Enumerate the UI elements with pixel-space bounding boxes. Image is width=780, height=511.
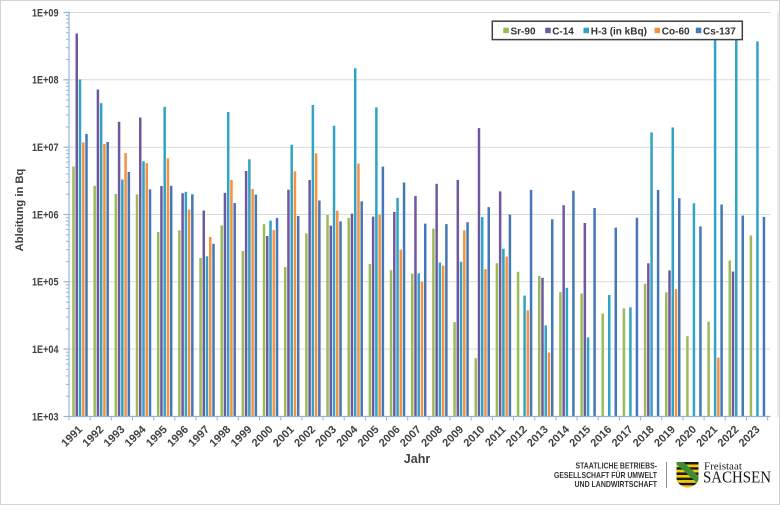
svg-text:Co-60: Co-60 <box>662 26 690 37</box>
svg-text:2017: 2017 <box>610 424 636 450</box>
svg-text:2022: 2022 <box>716 424 742 450</box>
svg-text:2003: 2003 <box>313 424 339 450</box>
svg-text:Freistaat: Freistaat <box>704 460 742 472</box>
svg-text:1996: 1996 <box>165 424 191 450</box>
svg-text:2007: 2007 <box>398 424 424 450</box>
svg-text:H-3 (in kBq): H-3 (in kBq) <box>591 26 647 37</box>
svg-text:Ableitung in Bq: Ableitung in Bq <box>14 169 26 252</box>
svg-text:Sr-90: Sr-90 <box>511 26 536 37</box>
svg-text:2021: 2021 <box>694 424 720 450</box>
svg-text:2015: 2015 <box>567 424 593 450</box>
svg-text:2016: 2016 <box>589 424 615 450</box>
svg-text:1992: 1992 <box>81 424 107 450</box>
svg-text:1999: 1999 <box>229 424 255 450</box>
svg-text:2004: 2004 <box>335 423 361 449</box>
svg-text:2011: 2011 <box>483 424 508 449</box>
svg-text:Jahr: Jahr <box>404 452 431 466</box>
svg-text:2020: 2020 <box>673 424 699 450</box>
svg-text:2001: 2001 <box>271 424 297 450</box>
svg-text:UND LANDWIRTSCHAFT: UND LANDWIRTSCHAFT <box>575 479 658 489</box>
svg-text:1997: 1997 <box>186 424 212 450</box>
svg-text:2002: 2002 <box>292 424 318 450</box>
svg-text:1993: 1993 <box>102 424 128 450</box>
svg-text:1E+06: 1E+06 <box>32 209 59 221</box>
svg-text:1E+05: 1E+05 <box>32 277 59 289</box>
svg-text:2010: 2010 <box>462 424 488 450</box>
svg-text:STAATLICHE BETRIEBS-: STAATLICHE BETRIEBS- <box>576 461 658 471</box>
svg-text:Cs-137: Cs-137 <box>703 26 736 37</box>
svg-text:2009: 2009 <box>440 424 466 450</box>
svg-text:2019: 2019 <box>652 424 678 450</box>
svg-text:1991: 1991 <box>59 424 85 450</box>
svg-text:2005: 2005 <box>356 424 382 450</box>
svg-text:1E+09: 1E+09 <box>32 7 59 19</box>
svg-text:1994: 1994 <box>123 423 149 449</box>
svg-text:1995: 1995 <box>144 424 170 450</box>
svg-text:2014: 2014 <box>546 423 572 449</box>
svg-text:2008: 2008 <box>419 424 445 450</box>
svg-text:2023: 2023 <box>737 424 763 450</box>
svg-text:SACHSEN: SACHSEN <box>703 467 771 486</box>
svg-text:2012: 2012 <box>504 424 530 450</box>
svg-text:1998: 1998 <box>208 424 234 450</box>
svg-text:C-14: C-14 <box>552 26 574 37</box>
svg-text:2018: 2018 <box>631 424 657 450</box>
svg-text:1E+04: 1E+04 <box>32 344 59 356</box>
svg-text:1E+07: 1E+07 <box>32 142 59 154</box>
svg-text:2006: 2006 <box>377 424 403 450</box>
svg-text:GESELLSCHAFT FÜR UMWELT: GESELLSCHAFT FÜR UMWELT <box>554 470 657 480</box>
svg-text:1E+03: 1E+03 <box>32 411 59 423</box>
svg-text:1E+08: 1E+08 <box>32 75 59 87</box>
svg-text:2000: 2000 <box>250 424 276 450</box>
svg-text:2013: 2013 <box>525 424 551 450</box>
